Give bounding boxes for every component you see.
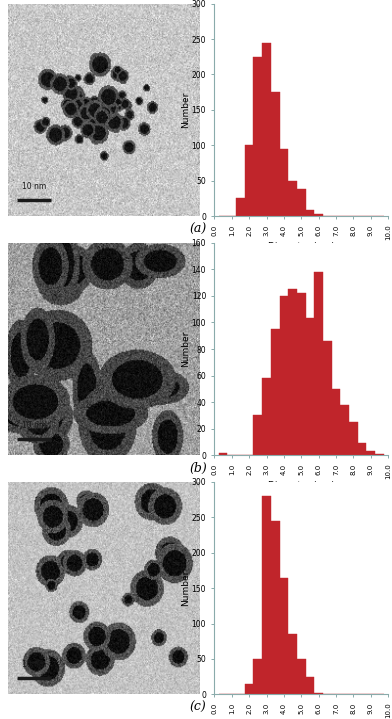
Bar (323, 341, 332, 455)
Bar (279, 577, 288, 695)
Bar (219, 452, 227, 455)
Bar (271, 92, 279, 216)
Y-axis label: Number: Number (181, 91, 190, 128)
Bar (245, 684, 254, 695)
Bar (254, 659, 262, 695)
Text: (a): (a) (189, 223, 207, 236)
Text: 10 nm: 10 nm (22, 182, 46, 191)
Bar (288, 634, 297, 695)
Text: (b): (b) (189, 462, 207, 475)
Bar (288, 289, 297, 455)
Bar (262, 496, 271, 695)
Bar (271, 329, 279, 455)
Bar (254, 57, 262, 216)
Bar (340, 405, 349, 455)
Text: 10 nm: 10 nm (22, 661, 46, 669)
Bar (279, 296, 288, 455)
Bar (262, 378, 271, 455)
Y-axis label: Number: Number (181, 570, 190, 606)
Bar (306, 677, 314, 695)
Text: (c): (c) (190, 701, 206, 714)
X-axis label: Diameter (nm): Diameter (nm) (268, 481, 335, 490)
Bar (314, 693, 323, 695)
Bar (245, 145, 254, 216)
Bar (314, 214, 323, 216)
Bar (297, 189, 306, 216)
Bar (314, 272, 323, 455)
Bar (297, 659, 306, 695)
Bar (236, 198, 245, 216)
Bar (306, 319, 314, 455)
X-axis label: Diameter (nm): Diameter (nm) (268, 242, 335, 250)
Y-axis label: Number: Number (181, 331, 190, 367)
Bar (306, 211, 314, 216)
Bar (349, 422, 358, 455)
Bar (271, 521, 279, 695)
Bar (297, 293, 306, 455)
Text: 10 nm: 10 nm (22, 421, 46, 430)
Bar (279, 149, 288, 216)
Bar (358, 444, 367, 455)
Bar (254, 416, 262, 455)
Bar (262, 42, 271, 216)
Bar (375, 454, 384, 455)
Bar (367, 452, 375, 455)
Bar (288, 180, 297, 216)
Bar (332, 389, 340, 455)
